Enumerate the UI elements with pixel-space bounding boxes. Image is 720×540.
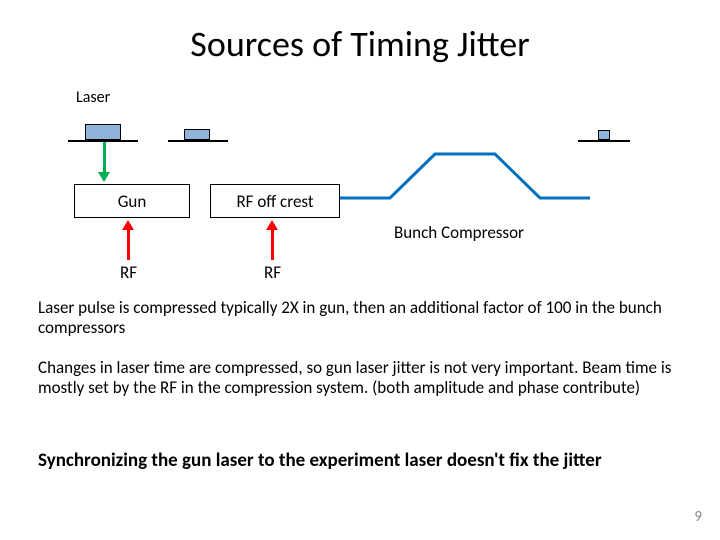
rf-label-2: RF — [264, 262, 281, 283]
rf-off-crest-box: RF off crest — [210, 184, 340, 218]
pulse1 — [85, 124, 121, 140]
pulse3-baseline — [578, 140, 630, 142]
paragraph-1: Laser pulse is compressed typically 2X i… — [38, 298, 682, 339]
laser-label: Laser — [76, 88, 110, 107]
paragraph-2: Changes in laser time are compressed, so… — [38, 358, 682, 399]
slide-title: Sources of Timing Jitter — [0, 22, 720, 66]
gun-box: Gun — [74, 184, 190, 218]
bunch-compressor-shape — [340, 148, 590, 208]
bunch-compressor-label: Bunch Compressor — [394, 222, 524, 243]
rf-label-1: RF — [120, 262, 137, 283]
pulse2-baseline — [168, 140, 228, 142]
pulse2 — [184, 129, 210, 140]
page-number: 9 — [694, 508, 702, 526]
pulse3 — [598, 130, 610, 140]
paragraph-3: Synchronizing the gun laser to the exper… — [38, 450, 682, 473]
